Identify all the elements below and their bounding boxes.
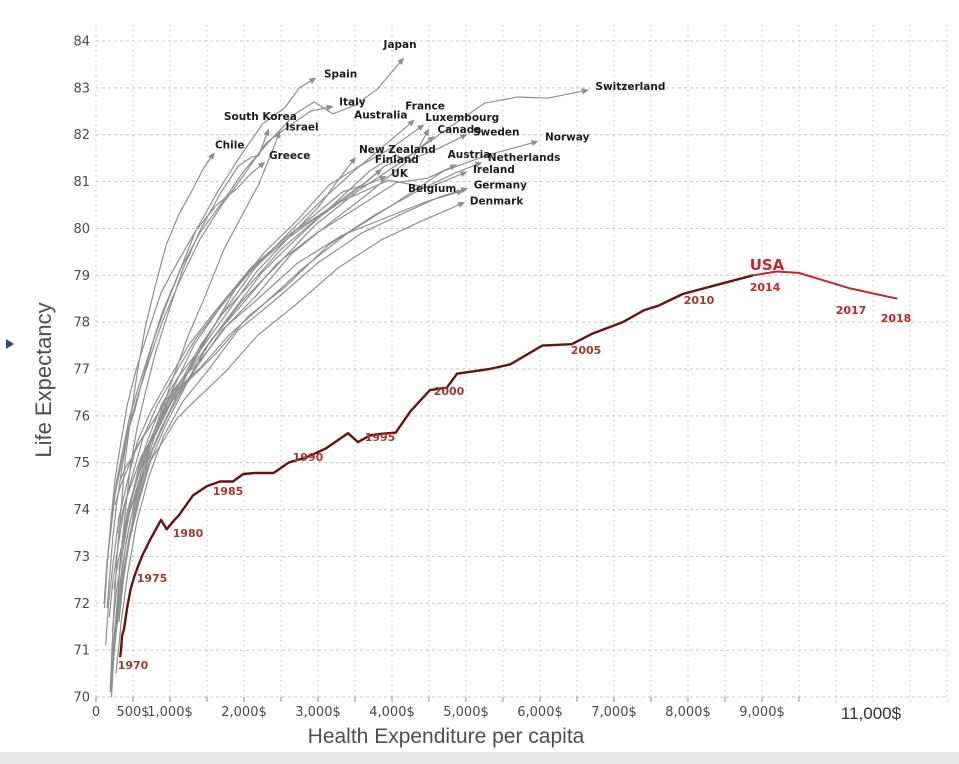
country-line-japan [106,57,405,609]
usa-year-label-1975: 1975 [137,572,168,585]
x-tick-label-4000: 4,000$ [369,705,415,720]
x-tick-label-7000: 7,000$ [591,705,637,720]
country-line-norway [114,140,539,506]
country-line-finland [110,168,383,683]
y-axis-title: Life Expectancy [31,302,56,458]
country-label-greece: Greece [269,150,310,162]
country-label-chile: Chile [215,140,245,152]
country-label-italy: Italy [339,97,366,109]
country-line-new-zealand [111,156,356,632]
country-label-australia: Australia [354,110,407,122]
country-label-belgium: Belgium [408,183,456,195]
y-tick-label-80: 80 [73,222,90,237]
country-label-finland: Finland [375,154,419,166]
video-letterbox-bar [0,752,959,764]
country-line-chile [109,152,215,693]
y-tick-label-71: 71 [73,644,90,659]
x-tick-label-500: 500$ [116,705,149,720]
axis-labels: 0 500$1,000$ 2,000$ 3,000$ 4,000$ 5,000$ 6,000… [73,35,901,724]
usa-year-label-2005: 2005 [571,344,602,357]
usa-year-label-2014: 2014 [750,281,781,294]
x-tick-label-8000: 8,000$ [665,705,711,720]
country-line-italy [103,104,334,604]
y-tick-label-83: 83 [73,81,90,96]
country-line-switzerland [121,88,589,543]
x-tick-label-0: 0 [92,705,100,720]
usa-series: 1970 1975 1980 1985 1990 1995 2000 2005 2010 2014… [118,256,912,672]
usa-line-dark [119,274,754,658]
country-label-ireland: Ireland [473,164,515,176]
x-axis-title: Health Expenditure per capita [307,725,585,748]
play-icon[interactable] [6,339,14,349]
y-tick-label-77: 77 [73,363,90,378]
country-line-uk [108,176,387,618]
axis-ticks [95,697,800,702]
y-tick-label-84: 84 [73,35,90,50]
country-label-spain: Spain [324,69,357,81]
y-tick-label-72: 72 [73,597,90,612]
y-tick-label-82: 82 [73,128,90,143]
usa-year-label-1970: 1970 [118,659,149,672]
country-label-sweden: Sweden [473,127,520,139]
x-tick-label-3000: 3,000$ [295,705,341,720]
country-label-uk: UK [391,168,409,180]
country-label-new-zealand: New Zealand [359,144,436,156]
country-line-canada [118,136,435,571]
country-series [103,57,589,698]
x-tick-label-6000: 6,000$ [517,705,563,720]
y-tick-label-78: 78 [73,316,90,331]
country-label-france: France [405,100,445,112]
y-tick-label-79: 79 [73,269,90,284]
country-label-canada: Canada [437,124,481,136]
country-line-belgium [111,189,464,655]
country-label-norway: Norway [545,132,590,144]
usa-year-label-1990: 1990 [293,451,324,464]
country-label-japan: Japan [383,39,417,51]
country-label-denmark: Denmark [470,196,525,208]
y-tick-label-74: 74 [73,503,90,518]
x-tick-label-2000: 2,000$ [221,705,267,720]
country-label-netherlands: Netherlands [488,152,561,164]
country-line-south-korea [110,128,270,698]
usa-year-label-1995: 1995 [365,431,396,444]
country-line-netherlands [117,161,483,534]
country-label-switzerland: Switzerland [595,81,665,93]
country-label-south-korea: South Korea [224,111,297,123]
usa-line-bright [752,270,898,300]
y-tick-label-76: 76 [73,409,90,424]
usa-year-label-2010: 2010 [684,294,715,307]
x-tick-label-5000: 5,000$ [443,705,489,720]
country-line-denmark [121,202,466,548]
country-line-austria [110,164,458,693]
y-tick-label-73: 73 [73,550,90,565]
x-tick-label-9000: 9,000$ [739,705,785,720]
x-tick-label-1000: 1,000$ [147,705,193,720]
usa-year-label-2018: 2018 [881,312,912,325]
country-line-germany [115,187,469,674]
country-label-germany: Germany [474,180,527,192]
grid [95,25,948,703]
usa-year-label-1980: 1980 [173,527,204,540]
y-tick-label-81: 81 [73,175,90,190]
country-line-ireland [105,171,468,646]
country-label-israel: Israel [286,121,319,133]
y-tick-label-75: 75 [73,456,90,471]
y-tick-label-70: 70 [73,691,90,706]
x-tick-label-11000: 11,000$ [841,704,902,723]
usa-year-label-2000: 2000 [434,385,465,398]
usa-year-label-2017: 2017 [836,304,867,317]
country-label-luxembourg: Luxembourg [425,112,499,124]
country-label-austria: Austria [448,149,491,161]
usa-series-label: USA [750,256,785,274]
country-line-greece [103,161,266,609]
usa-year-label-1985: 1985 [213,485,244,498]
